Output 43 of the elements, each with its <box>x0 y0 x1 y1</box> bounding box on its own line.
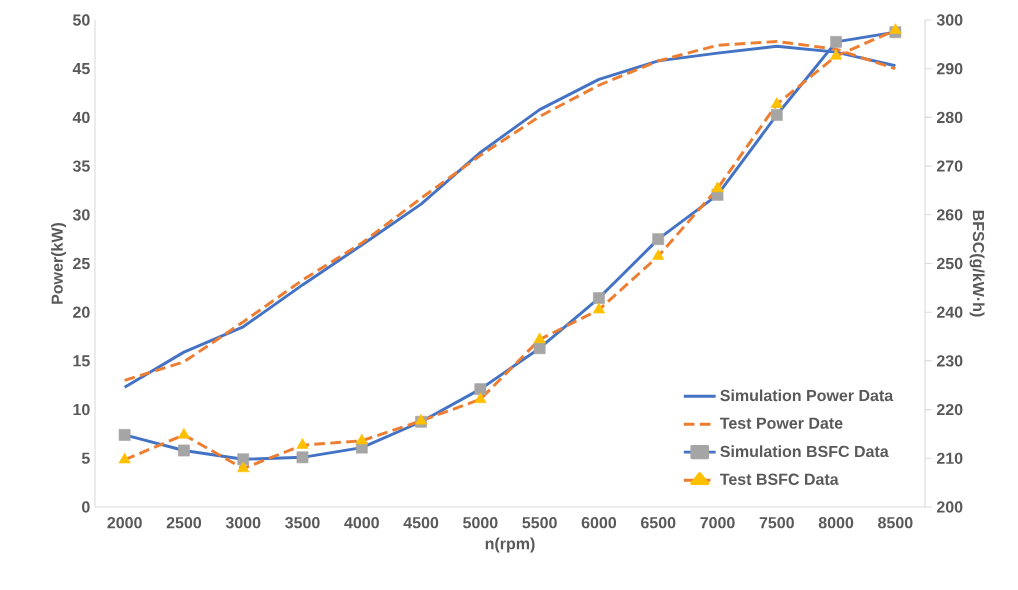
x-tick-label: 6000 <box>581 517 617 529</box>
y2-axis-title: BFSC(g/kW·h) <box>969 210 985 317</box>
y-tick-label: 45 <box>72 63 90 75</box>
y2-tick-label: 240 <box>936 306 963 318</box>
y2-tick-label: 250 <box>936 257 963 270</box>
y-tick-label: 15 <box>73 355 90 367</box>
y2-tick-label: 260 <box>936 209 963 221</box>
y2-tick-label: 270 <box>936 160 963 172</box>
x-tick-label: 4000 <box>344 517 379 529</box>
y-tick-label: 20 <box>73 306 90 318</box>
x-tick-label: 8500 <box>878 517 913 529</box>
x-tick-label: 7000 <box>700 517 735 529</box>
y2-tick-label: 300 <box>936 14 963 26</box>
y2-tick-label: 200 <box>936 501 963 513</box>
y-axis-title: Power(kW) <box>51 222 67 304</box>
legend-label: Test Power Date <box>720 417 843 429</box>
y2-tick-label: 280 <box>936 111 963 124</box>
y-tick-label: 0 <box>82 501 90 513</box>
x-tick-label: 6500 <box>641 517 676 529</box>
x-tick-label: 3000 <box>225 517 261 529</box>
x-tick-label: 7500 <box>759 517 794 529</box>
legend-label: Simulation Power Data <box>720 389 894 402</box>
legend-label: Test BSFC Data <box>720 473 839 485</box>
y2-tick-label: 210 <box>936 452 963 464</box>
y2-tick-label: 220 <box>936 403 963 416</box>
y-tick-label: 50 <box>73 14 90 26</box>
x-tick-label: 5500 <box>522 517 557 529</box>
y-tick-label: 5 <box>81 452 90 464</box>
y2-tick-label: 230 <box>936 355 963 367</box>
y-tick-label: 30 <box>72 209 90 221</box>
x-axis-title: n(rpm) <box>485 537 535 553</box>
y-tick-label: 25 <box>73 257 90 270</box>
x-tick-label: 2000 <box>107 517 142 529</box>
x-tick-label: 2500 <box>166 517 202 529</box>
y-tick-label: 35 <box>72 160 90 172</box>
x-tick-label: 5000 <box>463 517 498 529</box>
y-tick-label: 40 <box>72 111 90 124</box>
legend-label: Simulation BSFC Data <box>720 445 889 458</box>
y-tick-label: 10 <box>73 403 90 416</box>
x-tick-label: 4500 <box>403 517 439 529</box>
x-tick-label: 8000 <box>818 517 854 529</box>
x-tick-label: 3500 <box>285 517 320 529</box>
y2-tick-label: 290 <box>936 63 963 75</box>
